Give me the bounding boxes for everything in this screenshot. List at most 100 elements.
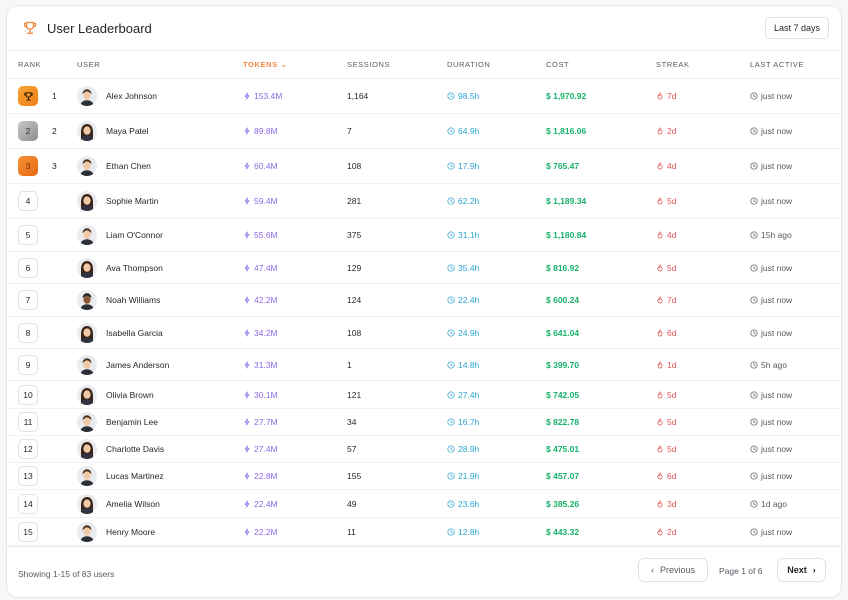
next-page-button[interactable]: Next › bbox=[777, 558, 826, 582]
user-name[interactable]: Ava Thompson bbox=[106, 262, 163, 273]
user-name[interactable]: Liam O'Connor bbox=[106, 230, 163, 240]
last-active-value: 1d ago bbox=[761, 498, 787, 509]
duration-cell: 31.1h bbox=[447, 230, 479, 240]
duration-value: 24.9h bbox=[458, 327, 480, 338]
user-name[interactable]: Maya Patel bbox=[106, 126, 149, 136]
clock-icon bbox=[750, 231, 758, 239]
table-row[interactable]: 7 Noah Williams 42.2M 124 22.4h $ 600.24… bbox=[7, 284, 841, 317]
table-row[interactable]: 10 Olivia Brown 30.1M 121 27.4h $ 742.05… bbox=[7, 381, 841, 409]
column-header-last-active[interactable]: LAST ACTIVE bbox=[750, 60, 804, 69]
duration-cell: 98.5h bbox=[447, 91, 479, 101]
trophy-icon bbox=[23, 91, 34, 102]
last-active-value: just now bbox=[761, 526, 793, 537]
clock-icon bbox=[750, 296, 758, 304]
leaderboard-header: User Leaderboard Last 7 days bbox=[7, 6, 841, 51]
tokens-cell: 22.8M bbox=[243, 471, 278, 481]
table-row[interactable]: 1 Alex Johnson 153.4M 1,164 98.5h $ 1,97… bbox=[7, 79, 841, 114]
last-active-cell: just now bbox=[750, 444, 792, 454]
table-row[interactable]: 2 2 Maya Patel 89.8M 7 64.9h $ 1,816.06 … bbox=[7, 114, 841, 149]
clock-icon bbox=[447, 328, 455, 337]
table-row[interactable]: 12 Charlotte Davis 27.4M 57 28.9h $ 475.… bbox=[7, 436, 841, 463]
streak-cell: 7d bbox=[656, 91, 676, 101]
table-row[interactable]: 13 Lucas Martinez 22.8M 155 21.9h $ 457.… bbox=[7, 463, 841, 490]
table-row[interactable]: 14 Amelia Wilson 22.4M 49 23.6h $ 385.26… bbox=[7, 490, 841, 518]
table-row[interactable]: 8 Isabella Garcia 34.2M 108 24.9h $ 641.… bbox=[7, 317, 841, 349]
flame-icon bbox=[656, 127, 664, 135]
user-name[interactable]: Noah Williams bbox=[106, 295, 161, 305]
last-active-cell: just now bbox=[750, 126, 792, 136]
duration-cell: 21.9h bbox=[447, 471, 479, 481]
tokens-value: 31.3M bbox=[254, 359, 278, 370]
previous-page-button[interactable]: ‹ Previous bbox=[638, 558, 708, 582]
user-name[interactable]: Henry Moore bbox=[106, 526, 156, 537]
table-row[interactable]: 6 Ava Thompson 47.4M 129 35.4h $ 816.92 … bbox=[7, 252, 841, 284]
tokens-value: 47.4M bbox=[254, 262, 278, 273]
user-name[interactable]: Benjamin Lee bbox=[106, 417, 158, 427]
column-header-sessions[interactable]: SESSIONS bbox=[347, 60, 391, 69]
column-header-tokens[interactable]: TOKENS ⌄ bbox=[243, 60, 287, 69]
column-header-duration[interactable]: DURATION bbox=[447, 60, 491, 69]
user-name[interactable]: Isabella Garcia bbox=[106, 327, 163, 338]
clock-icon bbox=[750, 162, 758, 170]
sessions-value: 108 bbox=[347, 327, 362, 338]
user-name[interactable]: Charlotte Davis bbox=[106, 444, 165, 454]
sessions-value: 49 bbox=[347, 498, 357, 509]
streak-cell: 1d bbox=[656, 360, 676, 370]
column-header-cost[interactable]: COST bbox=[546, 60, 570, 69]
duration-value: 12.8h bbox=[458, 526, 480, 537]
user-name[interactable]: James Anderson bbox=[106, 359, 170, 370]
table-row[interactable]: 5 Liam O'Connor 55.6M 375 31.1h $ 1,180.… bbox=[7, 219, 841, 252]
user-name[interactable]: Ethan Chen bbox=[106, 161, 151, 171]
bolt-icon bbox=[243, 360, 251, 369]
last-active-value: just now bbox=[761, 262, 793, 273]
sessions-value: 1,164 bbox=[347, 91, 369, 101]
user-name[interactable]: Lucas Martinez bbox=[106, 471, 164, 481]
sort-desc-icon: ⌄ bbox=[280, 62, 288, 69]
table-row[interactable]: 11 Benjamin Lee 27.7M 34 16.7h $ 822.78 … bbox=[7, 409, 841, 436]
table-row[interactable]: 15 Henry Moore 22.2M 11 12.8h $ 443.32 2… bbox=[7, 518, 841, 546]
avatar bbox=[77, 225, 97, 245]
period-select-button[interactable]: Last 7 days bbox=[764, 17, 829, 39]
chevron-right-icon: › bbox=[812, 565, 816, 575]
rank-badge: 12 bbox=[18, 439, 38, 459]
tokens-cell: 47.4M bbox=[243, 263, 278, 273]
clock-icon bbox=[750, 418, 758, 426]
last-active-cell: 15h ago bbox=[750, 230, 792, 240]
duration-value: 17.9h bbox=[458, 161, 480, 171]
bolt-icon bbox=[243, 472, 251, 480]
user-name[interactable]: Alex Johnson bbox=[106, 91, 158, 101]
user-name[interactable]: Amelia Wilson bbox=[106, 498, 160, 509]
column-header-user[interactable]: USER bbox=[77, 60, 101, 69]
tokens-value: 22.2M bbox=[254, 526, 278, 537]
flame-icon bbox=[656, 445, 664, 453]
page-title: User Leaderboard bbox=[47, 20, 152, 36]
last-active-value: 5h ago bbox=[761, 359, 787, 370]
column-header-rank[interactable]: RANK bbox=[18, 60, 42, 69]
clock-icon bbox=[447, 418, 455, 426]
column-header-streak[interactable]: STREAK bbox=[656, 60, 690, 69]
page-indicator: Page 1 of 6 bbox=[719, 566, 763, 576]
table-row[interactable]: 3 3 Ethan Chen 60.4M 108 17.9h $ 765.47 … bbox=[7, 149, 841, 184]
cost-value: $ 399.70 bbox=[546, 359, 580, 370]
table-row[interactable]: 9 James Anderson 31.3M 1 14.8h $ 399.70 … bbox=[7, 349, 841, 381]
rank-badge-label: 7 bbox=[25, 295, 31, 305]
duration-value: 98.5h bbox=[458, 91, 480, 101]
clock-icon bbox=[447, 127, 455, 135]
cost-value: $ 742.05 bbox=[546, 389, 580, 400]
cost-value: $ 1,189.34 bbox=[546, 196, 587, 206]
flame-icon bbox=[656, 92, 664, 100]
clock-icon bbox=[750, 527, 758, 536]
streak-value: 1d bbox=[667, 359, 677, 370]
user-name[interactable]: Sophie Martin bbox=[106, 196, 159, 206]
tokens-value: 30.1M bbox=[254, 389, 278, 400]
user-name[interactable]: Olivia Brown bbox=[106, 389, 154, 400]
rank-badge-label: 4 bbox=[25, 196, 31, 206]
streak-value: 2d bbox=[667, 126, 677, 136]
sessions-value: 155 bbox=[347, 471, 362, 481]
last-active-value: just now bbox=[761, 444, 793, 454]
table-row[interactable]: 4 Sophie Martin 59.4M 281 62.2h $ 1,189.… bbox=[7, 184, 841, 219]
clock-icon bbox=[447, 390, 455, 399]
streak-value: 4d bbox=[667, 230, 677, 240]
sessions-value: 7 bbox=[347, 126, 352, 136]
tokens-cell: 59.4M bbox=[243, 196, 278, 206]
